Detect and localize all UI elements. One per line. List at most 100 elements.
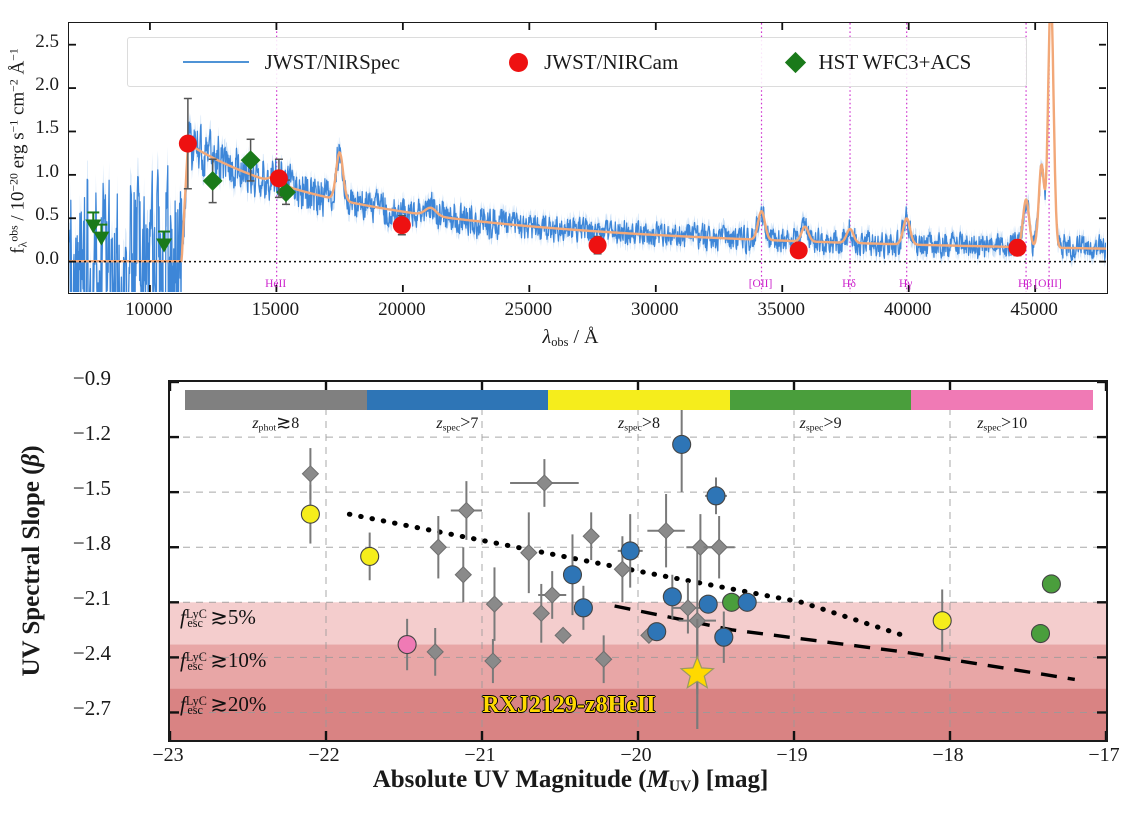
scatter-point [532,583,550,643]
scatter-x-tick: −21 [464,744,496,766]
spectrum-x-tick: 30000 [631,299,679,320]
emission-line-label-hβ: Hβ [1017,278,1033,290]
scatter-x-tick: −19 [776,744,808,766]
spectrum-x-tick: 40000 [883,299,932,320]
colorbar-label-7: zspec>7 [436,412,479,434]
spectrum-x-tick: 35000 [757,299,806,320]
scatter-y-tick: −1.5 [72,476,111,501]
legend-label-nircam: JWST/NIRCam [544,49,679,74]
scatter-point [932,589,952,652]
scatter-y-tick: −1.8 [72,531,111,556]
scatter-point [450,481,482,540]
legend-item-nircam: JWST/NIRCam [509,50,678,75]
nircam-circle-icon [509,52,529,72]
emission-line-label-oiii: [OIII] [1034,278,1062,290]
scatter-point [698,594,718,614]
spectrum-plot-area: JWST/NIRSpec JWST/NIRCam HST WFC3+ACS [68,22,1108,294]
spectrum-y-tick: 2.5 [35,30,59,52]
scatter-x-tick: −23 [152,744,184,766]
scatter-point [426,628,444,676]
emission-line-label-oii: [OII] [748,278,773,290]
scatter-point [360,532,380,581]
scatter-point [705,477,727,515]
scatter-point [454,547,472,603]
spectrum-x-tick: 25000 [504,299,553,320]
scatter-point [594,635,613,684]
scatter-point [1041,574,1061,594]
scatter-point [647,622,667,642]
highlight-star-marker [679,655,715,690]
scatter-point [582,512,600,561]
scatter-point [703,516,735,579]
fesc-label-20: fLyCesc ≳20% [180,691,267,717]
scatter-point [485,567,504,641]
fesc-label-5: fLyCesc ≳5% [180,605,256,631]
spectrum-legend: JWST/NIRSpec JWST/NIRCam HST WFC3+ACS [127,37,1027,87]
legend-item-hst: HST WFC3+ACS [784,49,972,75]
emission-line-label-heii: HeII [265,278,287,290]
scatter-point [1030,623,1051,644]
scatter-point [672,396,692,493]
spectrum-y-tick: 1.5 [35,117,59,139]
scatter-point [672,582,704,634]
spectrum-svg [69,23,1106,292]
scatter-point [554,626,572,645]
scatter-point [397,618,417,671]
spectrum-x-tick: 10000 [125,299,173,320]
scatter-point [562,534,583,616]
scatter-point [429,516,448,579]
scatter-x-tick: −20 [620,744,652,766]
colorbar-segment-10 [911,390,1093,410]
spectrum-y-tick: 0.5 [35,204,59,226]
colorbar-label-8: zphot≳8 [252,412,300,434]
scatter-point [484,639,502,684]
spectrum-x-axis-label: λobs / Å [542,326,599,350]
scatter-point [300,484,320,544]
scatter-x-tick: −17 [1088,744,1120,766]
scatter-point [538,571,567,619]
scatter-y-tick: −2.1 [72,586,111,611]
scatter-point [662,574,682,619]
scatter-point [686,514,715,581]
emission-line-label-hδ: Hδ [842,278,856,290]
scatter-point [617,514,643,588]
colorbar-label-10: zspec>10 [977,412,1028,434]
scatter-point [647,493,685,568]
highlight-source-label: RXJ2129-z8HeII [482,691,656,718]
scatter-point [573,585,593,630]
legend-item-nirspec: JWST/NIRSpec [182,49,400,75]
scatter-plot-area: zphot≳8 zspec>7 zspec>8 zspec>9 zspec>10 fLy… [168,380,1108,742]
spectrum-y-tick: 1.0 [35,160,59,182]
colorbar-label-9: zspec>9 [799,412,842,434]
scatter-point [520,512,538,594]
scatter-point [737,592,757,612]
hst-diamond-icon [784,51,806,73]
spectrum-y-axis-label: fλobs / 10−20 erg s−1 cm−2 Å−1 [7,48,30,254]
scatter-point [714,611,734,663]
colorbar-segment-9 [729,390,912,410]
legend-label-hst: HST WFC3+ACS [818,49,972,74]
spectrum-y-tick: 0.0 [35,247,59,269]
scatter-svg [170,382,1106,740]
scatter-y-tick: −0.9 [72,366,111,390]
colorbar-segment-8 [548,390,730,410]
scatter-x-tick: −18 [932,744,964,766]
colorbar-label-8: zspec>8 [618,412,660,434]
fesc-label-10: fLyCesc ≳10% [180,647,267,673]
scatter-point [510,459,579,507]
scatter-y-tick: −2.7 [72,696,111,721]
spectrum-x-tick: 20000 [378,299,426,320]
legend-label-nirspec: JWST/NIRSpec [264,49,400,74]
spectrum-x-tick: 45000 [1010,299,1058,320]
scatter-x-tick: −22 [308,744,340,766]
spectrum-x-tick: 15000 [251,299,300,320]
scatter-x-axis-label: Absolute UV Magnitude (MUV) [mag] [372,766,769,795]
scatter-y-tick: −1.2 [72,421,111,446]
nirspec-line-icon [182,61,249,63]
spectrum-y-tick: 2.0 [35,74,59,96]
scatter-y-tick: −2.4 [72,641,111,666]
colorbar-segment-8 [185,390,367,410]
colorbar-segment-7 [366,390,549,410]
redshift-colorbar [185,390,1093,410]
